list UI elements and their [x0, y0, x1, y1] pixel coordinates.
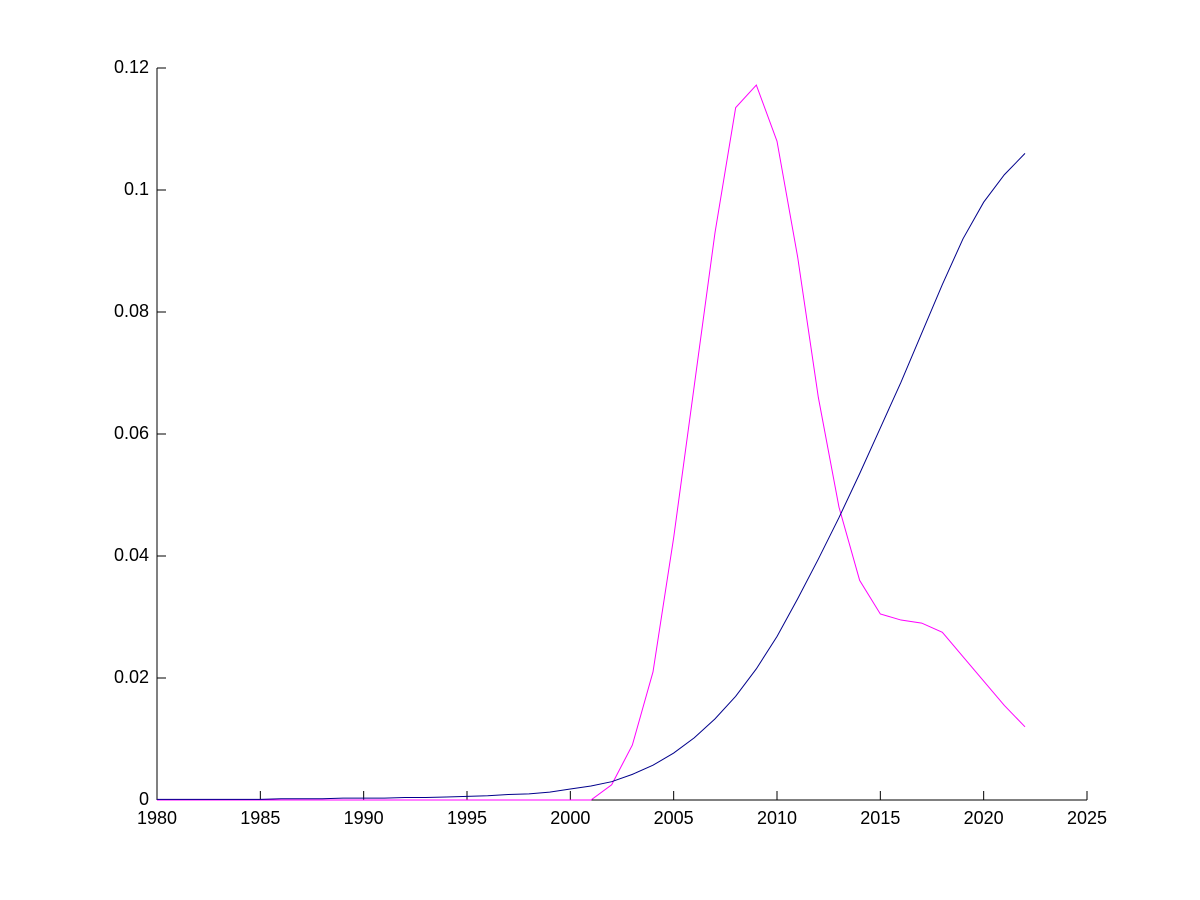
x-tick-label: 1990 — [344, 808, 384, 828]
x-tick-label: 2010 — [757, 808, 797, 828]
y-tick-label: 0.1 — [124, 179, 149, 199]
y-tick-label: 0 — [139, 789, 149, 809]
x-tick-label: 1995 — [447, 808, 487, 828]
x-tick-label: 1985 — [240, 808, 280, 828]
y-tick-label: 0.04 — [114, 545, 149, 565]
series-line — [157, 153, 1026, 800]
y-tick-label: 0.08 — [114, 301, 149, 321]
y-tick-label: 0.06 — [114, 423, 149, 443]
x-tick-label: 2020 — [964, 808, 1004, 828]
x-tick-label: 1980 — [137, 808, 177, 828]
y-tick-label: 0.12 — [114, 57, 149, 77]
x-tick-label: 2025 — [1067, 808, 1107, 828]
x-tick-label: 2015 — [860, 808, 900, 828]
y-tick-label: 0.02 — [114, 667, 149, 687]
series-line — [157, 84, 1026, 801]
x-tick-label: 2000 — [550, 808, 590, 828]
x-tick-label: 2005 — [654, 808, 694, 828]
